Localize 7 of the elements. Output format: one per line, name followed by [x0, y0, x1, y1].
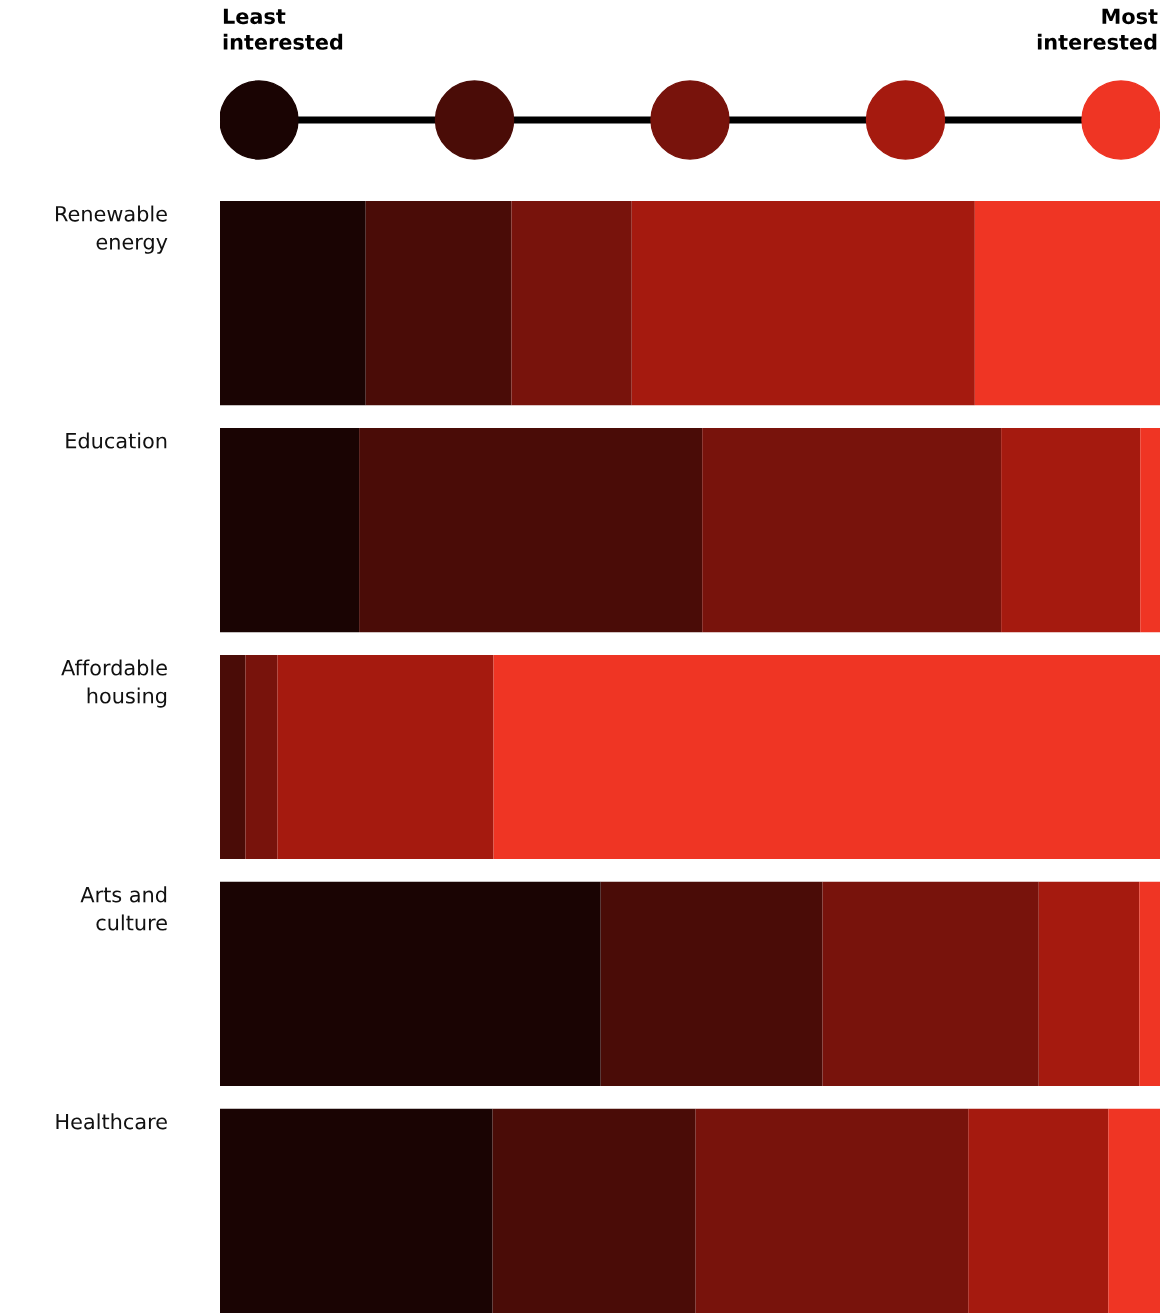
y-tick-label: Education	[66, 432, 167, 449]
y-tick-label: Affordable housing	[61, 659, 167, 708]
y-tick-label: Healthcare	[56, 1113, 167, 1130]
y-tick-label: Renewable energy	[56, 205, 168, 254]
text: Most interested	[1037, 8, 1158, 50]
text: Least interested	[223, 8, 343, 50]
y-tick-label: Arts and culture	[80, 886, 167, 931]
